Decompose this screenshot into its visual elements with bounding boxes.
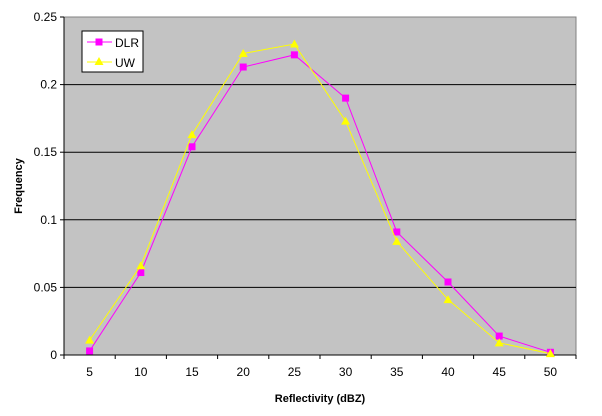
x-tick-label: 45: [493, 365, 507, 379]
data-point-dlr: [188, 143, 196, 151]
data-point-dlr: [342, 94, 350, 102]
y-axis-label: Frequency: [13, 157, 25, 214]
x-tick-label: 25: [288, 365, 302, 379]
x-axis-label: Reflectivity (dBZ): [275, 393, 366, 405]
y-tick-label: 0: [50, 348, 57, 362]
data-point-dlr: [290, 51, 298, 59]
data-point-uw: [136, 261, 146, 270]
x-tick-label: 10: [134, 365, 148, 379]
data-point-dlr: [444, 278, 452, 286]
data-point-uw: [494, 338, 504, 347]
series-line-uw: [89, 43, 551, 355]
x-tick-label: 40: [441, 365, 455, 379]
data-point-dlr: [495, 332, 503, 340]
series-line-dlr: [89, 54, 551, 353]
data-point-uw: [341, 116, 351, 125]
x-tick-label: 50: [544, 365, 558, 379]
legend-uw-label: UW: [115, 56, 136, 70]
data-point-uw: [392, 236, 402, 245]
legend-dlr-marker-icon: [95, 38, 103, 46]
y-tick-label: 0.15: [34, 145, 58, 159]
data-point-dlr: [393, 228, 401, 236]
series-dlr: [86, 51, 554, 356]
y-tick-label: 0.2: [40, 78, 57, 92]
data-point-uw: [443, 295, 453, 304]
legend-box: [81, 30, 144, 73]
legend: DLR UW: [81, 30, 144, 73]
series-uw: [85, 39, 555, 358]
y-tick-label: 0.25: [34, 10, 58, 24]
data-point-uw: [187, 130, 197, 139]
data-point-dlr: [137, 269, 145, 277]
y-tick-label: 0.05: [34, 280, 58, 294]
data-point-uw: [545, 349, 555, 358]
legend-uw-marker-icon: [94, 57, 104, 65]
y-tick-label: 0.1: [40, 213, 57, 227]
data-point-dlr: [239, 63, 247, 71]
plot-area: [63, 16, 577, 356]
x-tick-label: 15: [185, 365, 199, 379]
data-point-uw: [238, 49, 248, 58]
x-tick-label: 30: [339, 365, 353, 379]
data-point-dlr: [86, 347, 94, 355]
data-point-uw: [289, 39, 299, 48]
legend-dlr-label: DLR: [115, 36, 139, 50]
data-point-uw: [85, 335, 95, 344]
x-tick-label: 5: [86, 365, 93, 379]
x-tick-label: 20: [237, 365, 251, 379]
x-tick-label: 35: [390, 365, 404, 379]
